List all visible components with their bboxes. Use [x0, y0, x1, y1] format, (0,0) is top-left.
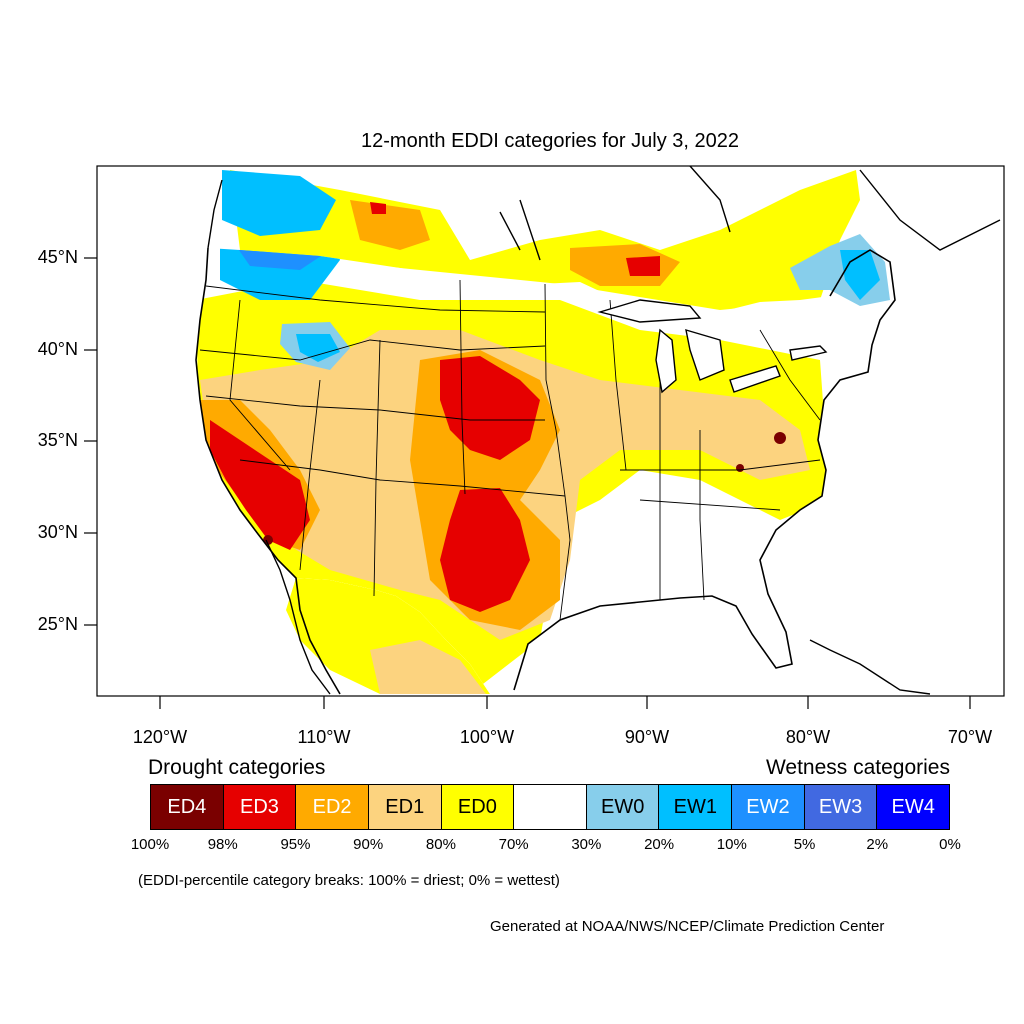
legend-swatch-ed2: ED2 [296, 785, 369, 829]
legend-swatch-ew0: EW0 [586, 785, 660, 829]
legend-swatch-ew2: EW2 [732, 785, 805, 829]
drought-heading: Drought categories [148, 756, 326, 779]
bahamas-coast [809, 639, 931, 695]
lat-ticks [84, 257, 97, 626]
state-boundaries [199, 279, 821, 621]
ed3-central-plains [440, 356, 540, 460]
canada-ed2 [350, 200, 430, 250]
legend-swatch-ed3: ED3 [223, 785, 297, 829]
lon-label-70: 70°W [947, 727, 993, 747]
percentile-label: 70% [498, 836, 529, 853]
lon-label-120: 120°W [132, 727, 188, 747]
lon-label-80: 80°W [785, 727, 831, 747]
lat-label-35: 35°N [37, 430, 78, 450]
percentile-label: 0% [939, 836, 961, 853]
credit-line: Generated at NOAA/NWS/NCEP/Climate Predi… [490, 918, 885, 935]
percentile-label: 98% [207, 836, 238, 853]
ew1-idaho [296, 334, 340, 362]
percentile-label: 2% [866, 836, 889, 853]
percentile-label: 20% [644, 836, 675, 853]
legend-swatch-ed4: ED4 [151, 785, 224, 829]
percentile-label: 100% [130, 836, 170, 853]
ed4-spot [774, 432, 786, 444]
legend-bar: ED4 ED3 ED2 ED1 ED0 EW0 EW1 EW2 EW3 EW4 [150, 784, 950, 830]
breaks-note: (EDDI-percentile category breaks: 100% =… [138, 872, 560, 889]
canada-coast [207, 165, 1001, 261]
canada-south-band [230, 170, 860, 310]
percentile-label: 30% [571, 836, 602, 853]
canada-ed3 [370, 202, 386, 214]
legend-swatch-ew4: EW4 [877, 785, 950, 829]
wetness-heading: Wetness categories [765, 756, 950, 779]
great-lakes [597, 299, 828, 394]
canada-wet [222, 170, 336, 236]
percentile-label: 90% [353, 836, 384, 853]
lat-label-40: 40°N [37, 339, 78, 359]
mexico-ed1-region [370, 640, 486, 694]
lon-ticks [159, 696, 971, 709]
lon-label-90: 90°W [624, 727, 670, 747]
lat-label-45: 45°N [37, 247, 78, 267]
ed3-texas [440, 488, 530, 612]
legend-swatch-none [514, 785, 587, 829]
canada-ed3-east [626, 256, 660, 276]
percentile-label: 5% [793, 836, 816, 853]
map-title: 12-month EDDI categories for July 3, 202… [361, 130, 739, 152]
us-coastline [195, 247, 896, 695]
percentile-label: 95% [280, 836, 311, 853]
legend-swatch-ew1: EW1 [659, 785, 733, 829]
ed3-california [210, 420, 310, 550]
ed4-spot [736, 464, 744, 472]
percentile-label: 80% [425, 836, 456, 853]
lon-label-110: 110°W [297, 727, 351, 747]
lat-label-30: 30°N [37, 522, 78, 542]
legend-swatch-ed0: ED0 [441, 785, 515, 829]
legend-swatch-ew3: EW3 [804, 785, 878, 829]
percentile-label: 10% [716, 836, 747, 853]
lat-label-25: 25°N [37, 614, 78, 634]
lon-label-100: 100°W [459, 727, 515, 747]
legend-swatch-ed1: ED1 [368, 785, 442, 829]
baja-coast [265, 539, 331, 695]
